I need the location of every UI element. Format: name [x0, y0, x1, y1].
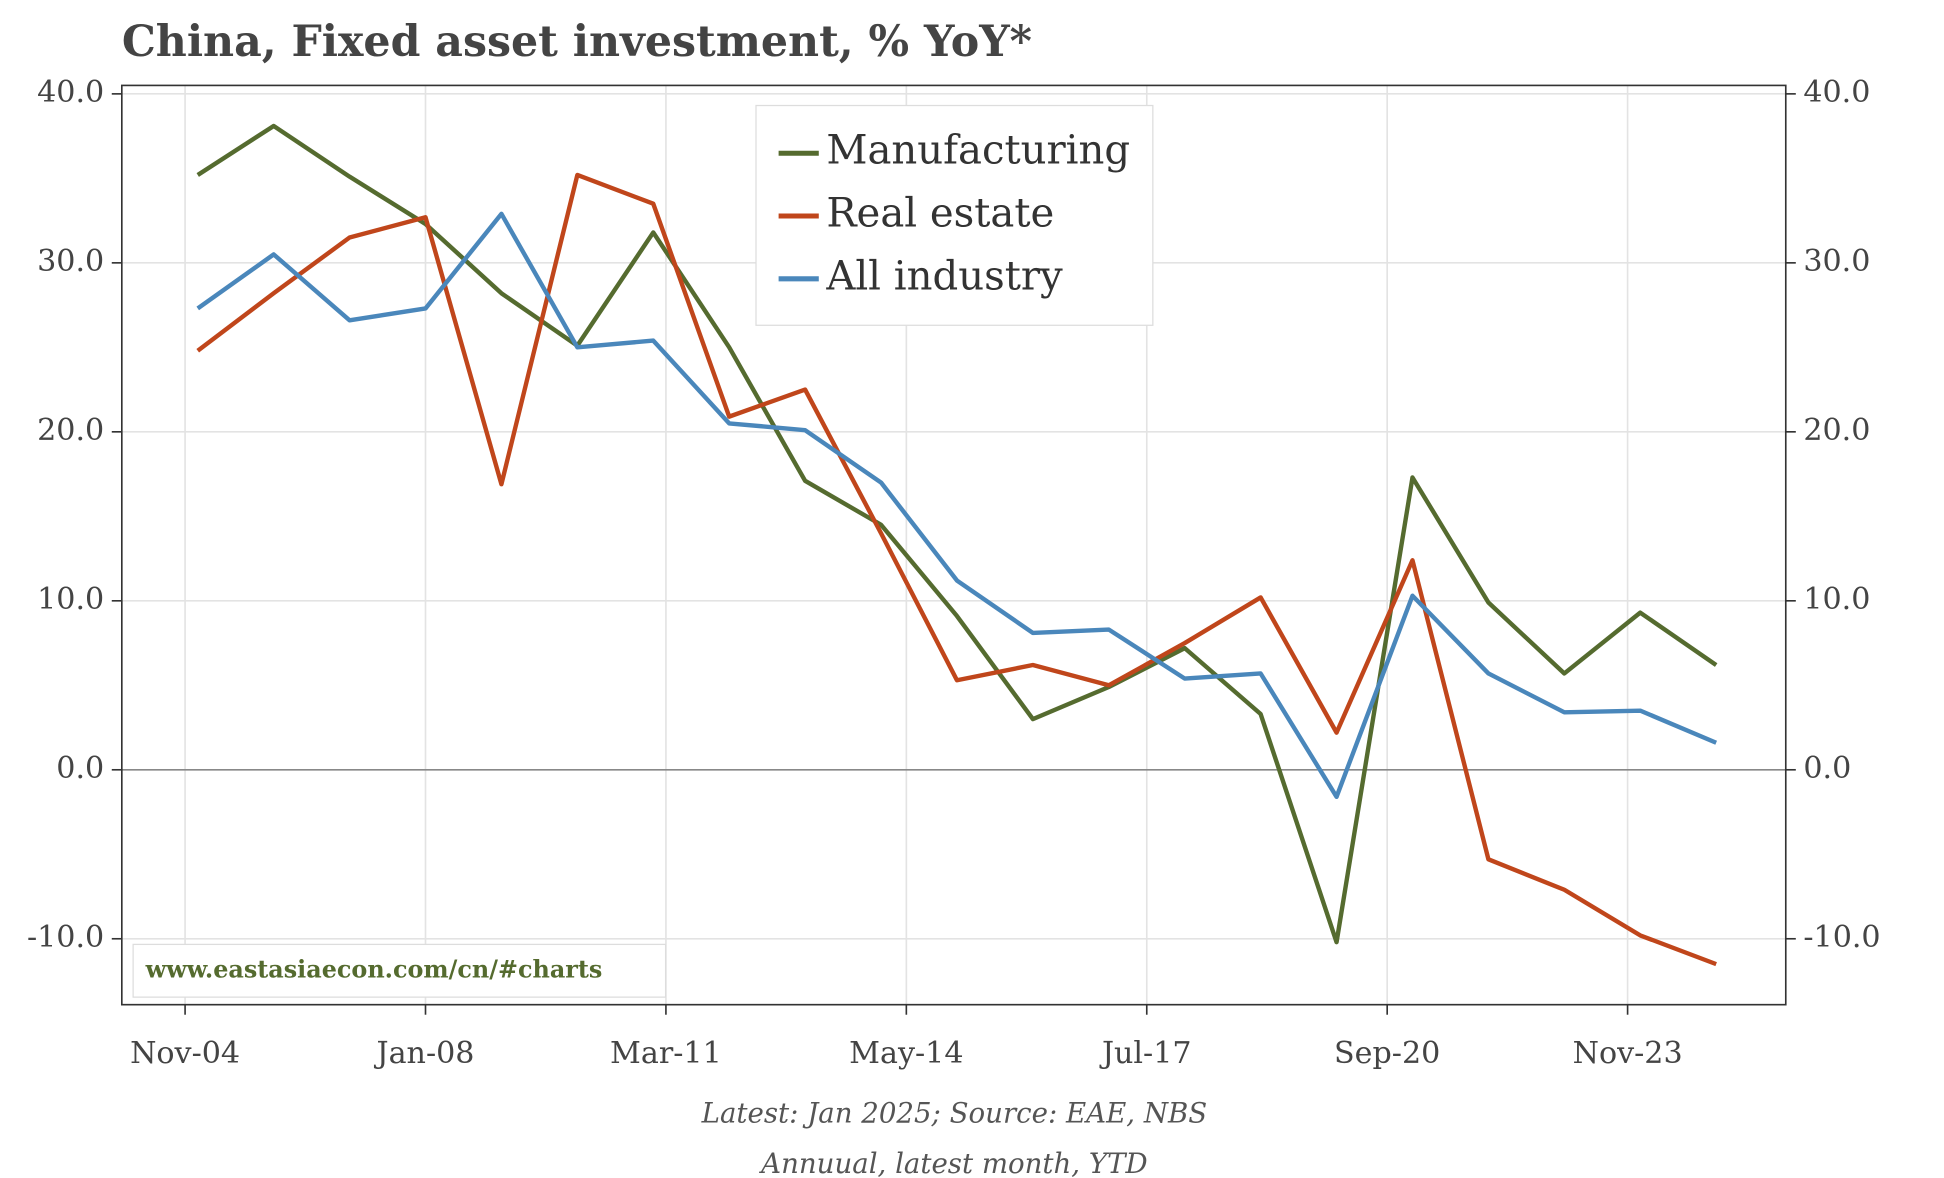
watermark: www.eastasiaecon.com/cn/#charts	[145, 955, 603, 983]
legend-box	[755, 104, 1154, 326]
y2-tick-label: 0.0	[1803, 751, 1851, 786]
legend-label: Manufacturing	[826, 128, 1130, 174]
series-line	[196, 172, 1717, 967]
y2-tick-label: 20.0	[1803, 413, 1870, 448]
y-tick-label: -10.0	[27, 920, 104, 955]
source-note: Latest: Jan 2025; Source: EAE, NBS	[701, 1097, 1208, 1130]
x-tick-label: Mar-11	[610, 1036, 722, 1071]
y2-tick-label: -10.0	[1803, 920, 1880, 955]
chart-title: China, Fixed asset investment, % YoY*	[122, 17, 1032, 67]
y2-tick-label: 10.0	[1803, 582, 1870, 617]
x-tick-label: May-14	[849, 1036, 963, 1071]
x-tick-label: Jan-08	[374, 1036, 475, 1071]
legend-label: Real estate	[826, 191, 1054, 237]
x-tick-label: Nov-04	[130, 1036, 240, 1071]
y-tick-label: 0.0	[56, 751, 104, 786]
y-tick-label: 30.0	[37, 244, 104, 279]
y-tick-label: 40.0	[37, 75, 104, 110]
series-line	[196, 123, 1718, 945]
footnote: Annuual, latest month, YTD	[758, 1147, 1147, 1178]
y-tick-label: 10.0	[37, 582, 104, 617]
y-tick-label: 20.0	[37, 413, 104, 448]
series-line	[196, 211, 1718, 800]
legend-label: All industry	[825, 253, 1063, 299]
y2-tick-label: 40.0	[1803, 75, 1870, 110]
watermark-box	[132, 943, 667, 998]
y2-tick-label: 30.0	[1803, 244, 1870, 279]
x-tick-label: Jul-17	[1099, 1036, 1192, 1071]
x-tick-label: Nov-23	[1573, 1036, 1683, 1071]
plot-frame	[120, 84, 1787, 1006]
x-tick-label: Sep-20	[1334, 1036, 1440, 1071]
